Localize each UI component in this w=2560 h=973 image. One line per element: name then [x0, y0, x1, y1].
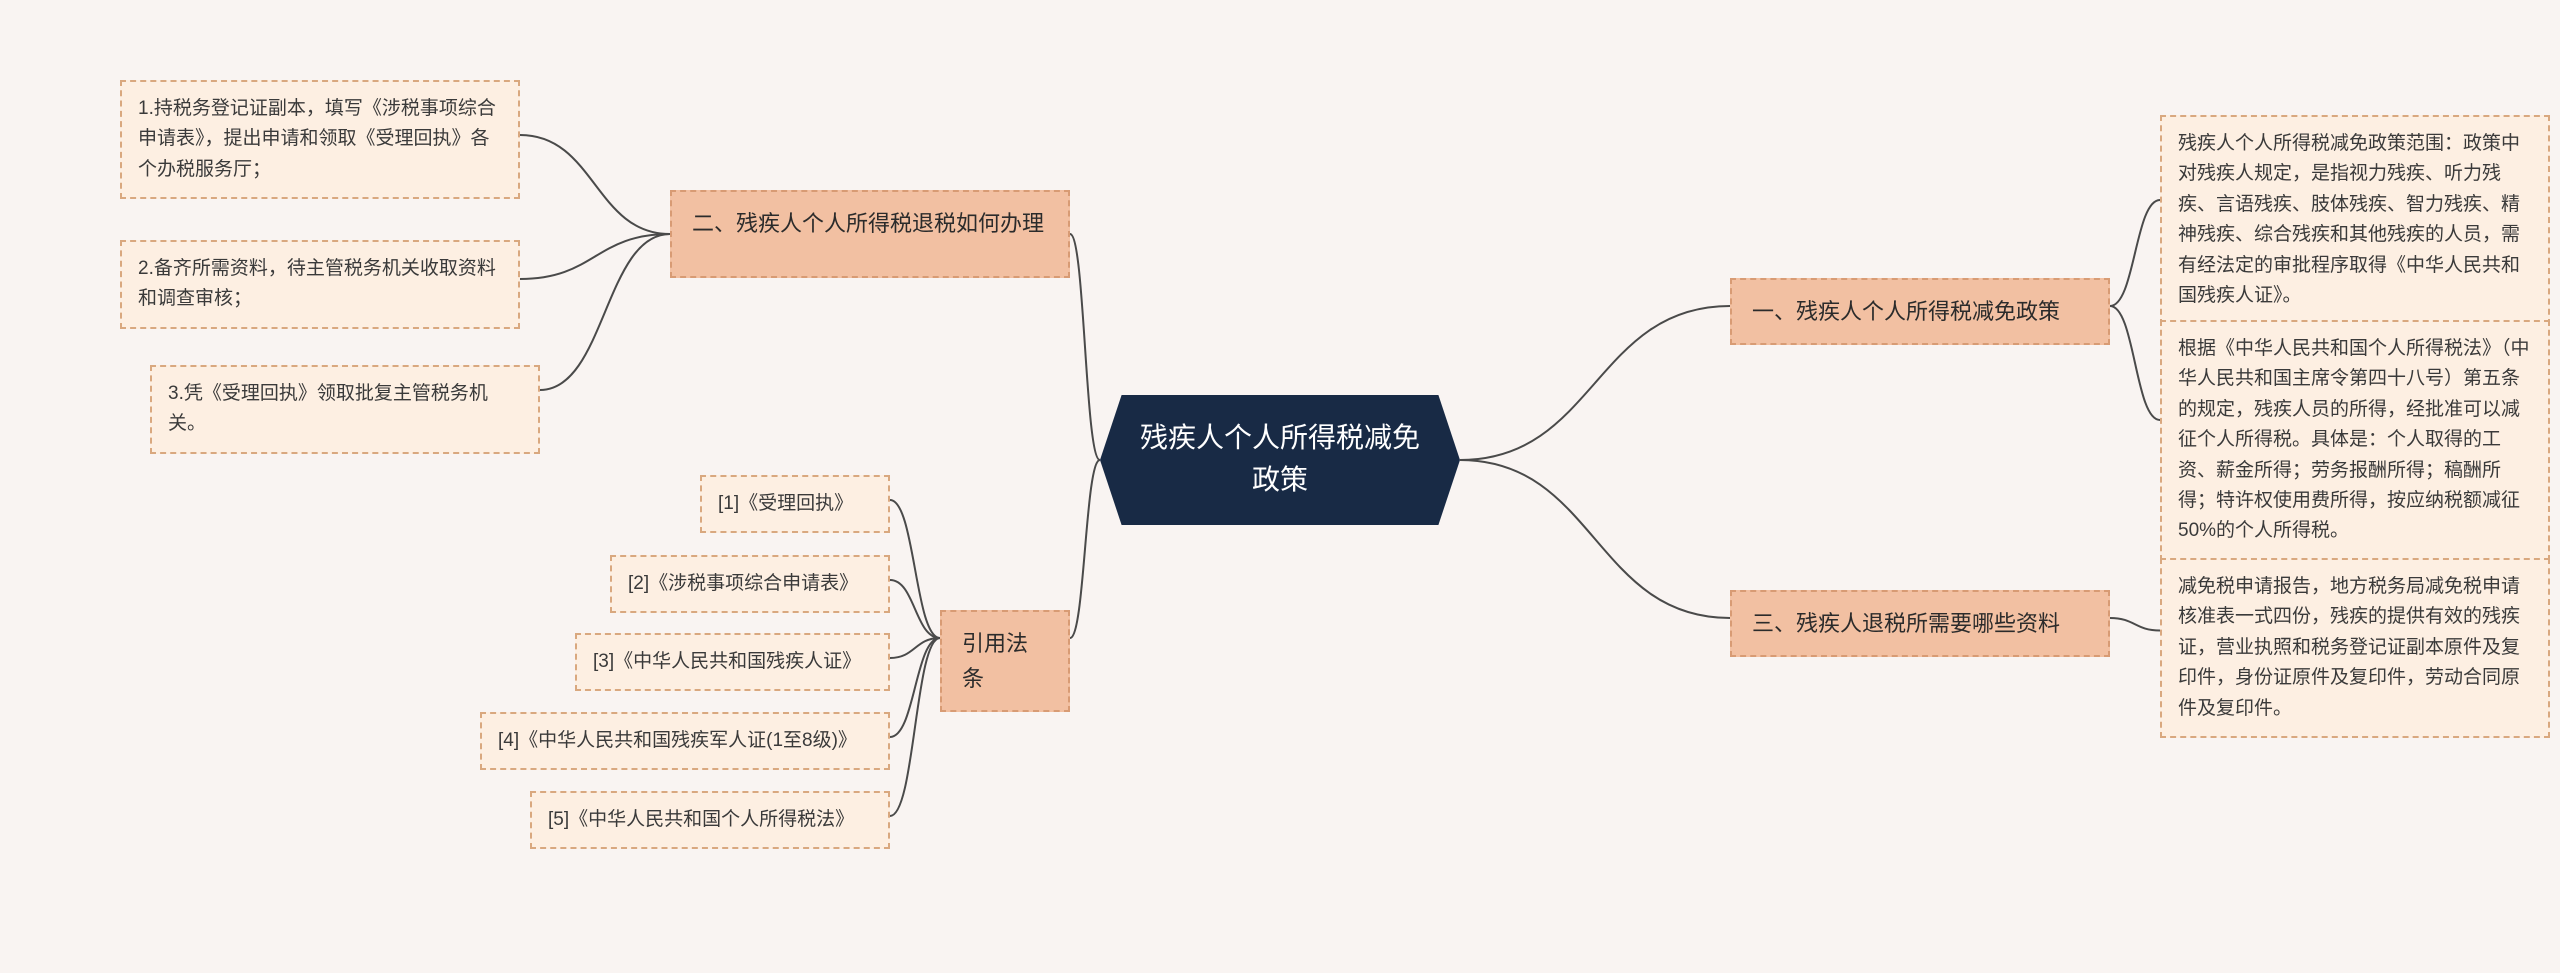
leaf-node-b4-0: [1]《受理回执》	[700, 475, 890, 533]
leaf-node-b2-1: 2.备齐所需资料，待主管税务机关收取资料和调查审核；	[120, 240, 520, 329]
branch-node-b2: 二、残疾人个人所得税退税如何办理	[670, 190, 1070, 278]
leaf-node-b3-0: 减免税申请报告，地方税务局减免税申请核准表一式四份，残疾的提供有效的残疾证，营业…	[2160, 558, 2550, 738]
leaf-node-b4-4: [5]《中华人民共和国个人所得税法》	[530, 791, 890, 849]
leaf-node-b4-1: [2]《涉税事项综合申请表》	[610, 555, 890, 613]
central-node: 残疾人个人所得税减免政策	[1100, 395, 1460, 525]
leaf-node-b2-2: 3.凭《受理回执》领取批复主管税务机关。	[150, 365, 540, 454]
leaf-node-b1-0: 残疾人个人所得税减免政策范围：政策中对残疾人规定，是指视力残疾、听力残疾、言语残…	[2160, 115, 2550, 325]
branch-node-b4: 引用法条	[940, 610, 1070, 712]
leaf-node-b4-2: [3]《中华人民共和国残疾人证》	[575, 633, 890, 691]
branch-node-b3: 三、残疾人退税所需要哪些资料	[1730, 590, 2110, 657]
branch-node-b1: 一、残疾人个人所得税减免政策	[1730, 278, 2110, 345]
leaf-node-b2-0: 1.持税务登记证副本，填写《涉税事项综合申请表》，提出申请和领取《受理回执》各个…	[120, 80, 520, 199]
leaf-node-b4-3: [4]《中华人民共和国残疾军人证(1至8级)》	[480, 712, 890, 770]
leaf-node-b1-1: 根据《中华人民共和国个人所得税法》（中华人民共和国主席令第四十八号）第五条的规定…	[2160, 320, 2550, 561]
